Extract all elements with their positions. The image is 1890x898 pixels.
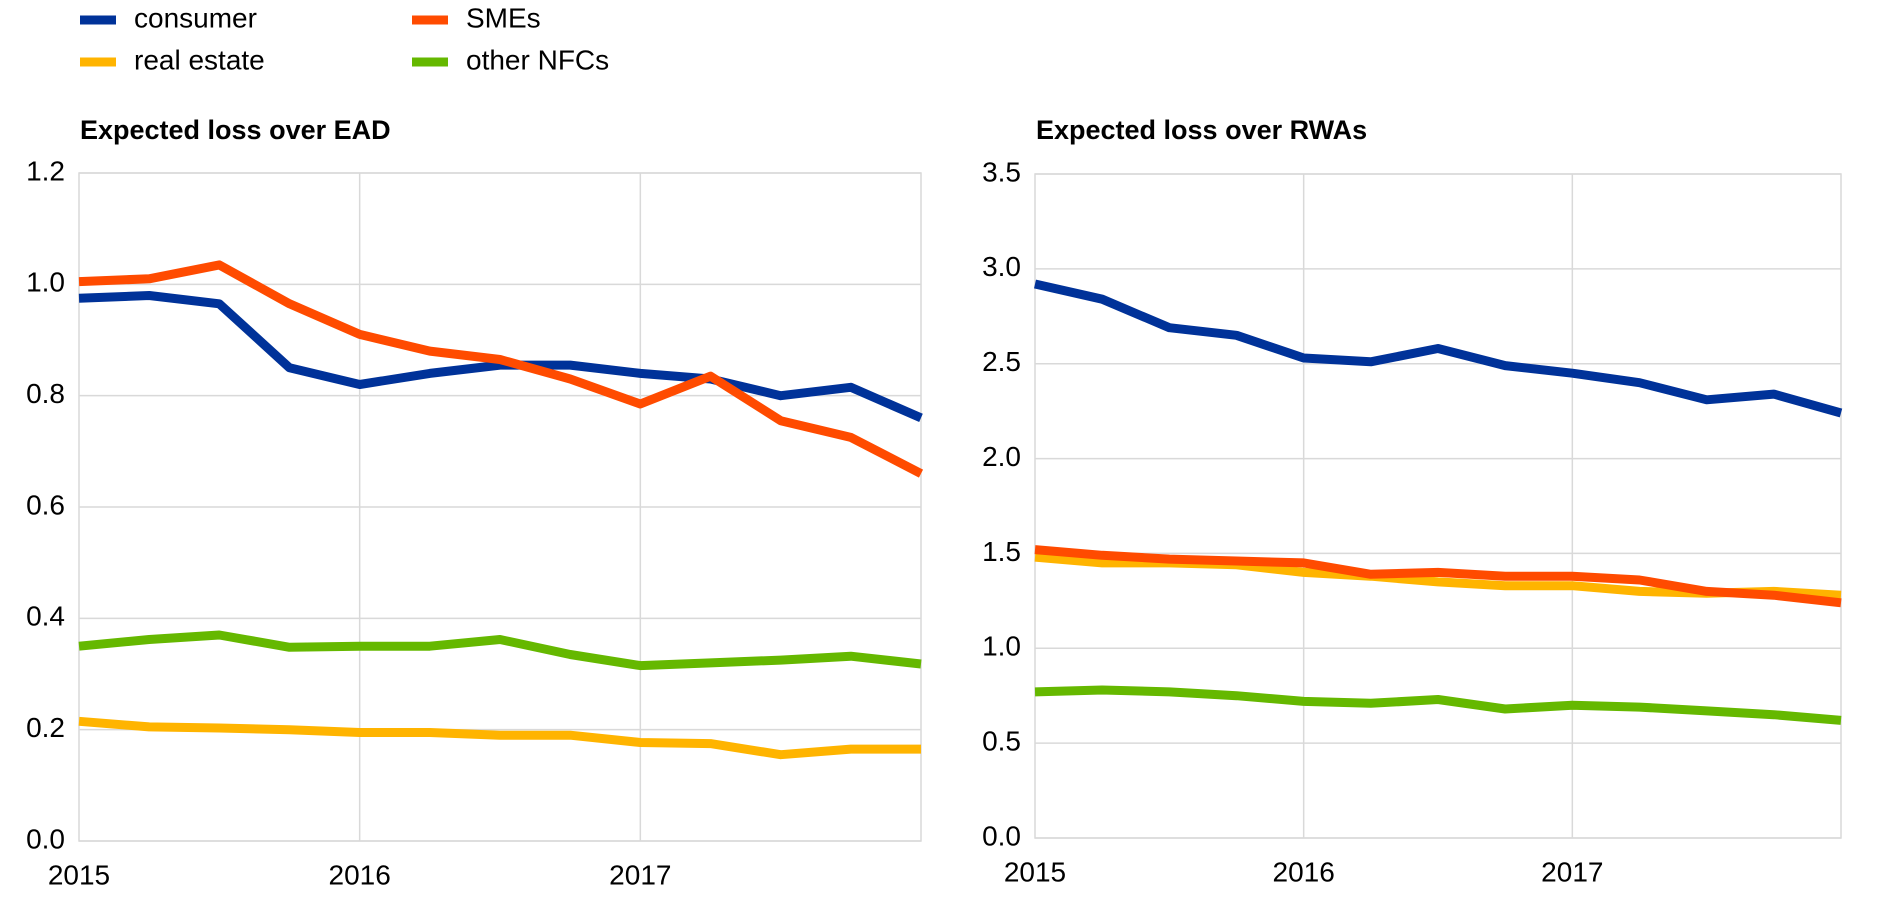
y-tick-label: 3.5 xyxy=(982,156,1021,187)
chart-title: Expected loss over RWAs xyxy=(1036,115,1367,145)
y-tick-label: 2.5 xyxy=(982,346,1021,377)
y-tick-label: 0.0 xyxy=(982,820,1021,851)
plot-frame xyxy=(1034,173,1842,839)
line-series xyxy=(78,291,923,423)
y-tick-label: 0.4 xyxy=(26,601,65,632)
legend-label: real estate xyxy=(134,44,265,75)
y-tick-label: 1.0 xyxy=(26,267,65,298)
legend-label: consumer xyxy=(134,2,257,33)
y-tick-label: 1.5 xyxy=(982,536,1021,567)
chart-title: Expected loss over EAD xyxy=(80,115,391,145)
y-tick-label: 1.0 xyxy=(982,631,1021,662)
line-series xyxy=(78,260,924,478)
x-tick-label: 2016 xyxy=(329,859,391,890)
y-tick-label: 0.2 xyxy=(26,712,65,743)
line-series xyxy=(1034,279,1843,418)
plot-frame xyxy=(78,172,922,842)
y-tick-label: 3.0 xyxy=(982,251,1021,282)
x-tick-label: 2015 xyxy=(1004,856,1066,887)
y-tick-label: 0.6 xyxy=(26,489,65,520)
y-tick-label: 0.0 xyxy=(26,823,65,854)
line-series xyxy=(78,716,921,760)
legend-label: other NFCs xyxy=(466,44,609,75)
y-tick-label: 0.5 xyxy=(982,726,1021,757)
x-tick-label: 2017 xyxy=(609,859,671,890)
legend-label: SMEs xyxy=(466,2,541,33)
y-tick-label: 1.2 xyxy=(26,155,65,186)
line-series xyxy=(1034,685,1842,725)
y-tick-label: 0.8 xyxy=(26,378,65,409)
line-series xyxy=(1034,545,1842,608)
x-tick-label: 2015 xyxy=(48,859,110,890)
x-tick-label: 2016 xyxy=(1273,856,1335,887)
x-tick-label: 2017 xyxy=(1541,856,1603,887)
y-tick-label: 2.0 xyxy=(982,441,1021,472)
line-series xyxy=(78,630,922,671)
